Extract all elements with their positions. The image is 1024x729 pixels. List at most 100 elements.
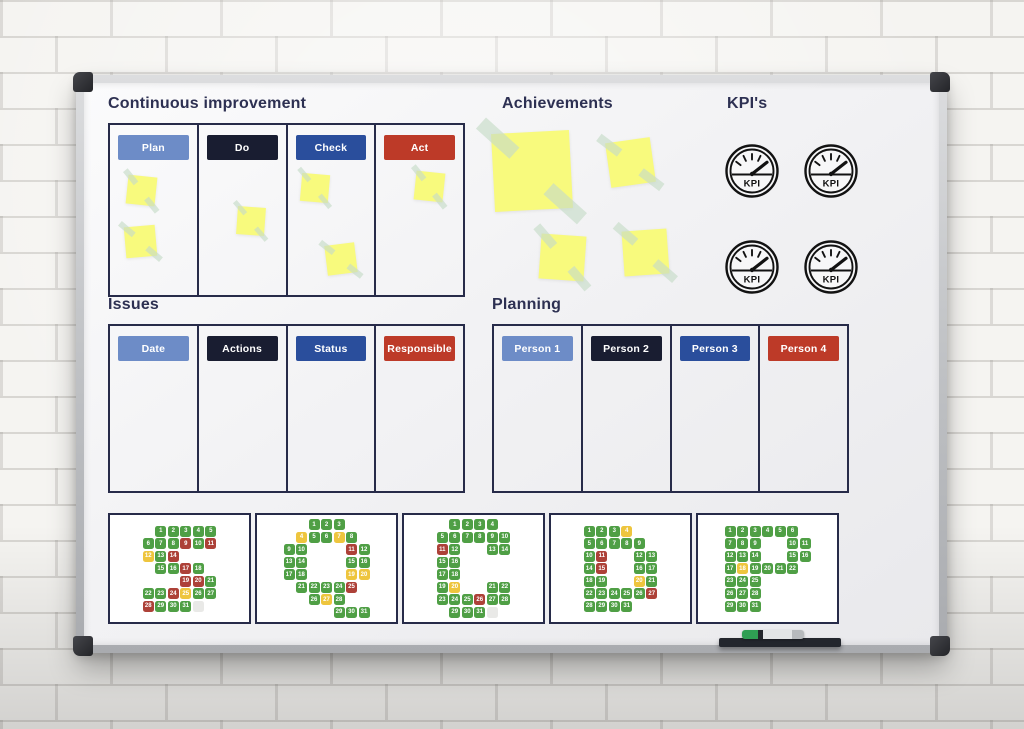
day-cell-22[interactable]: 22 bbox=[787, 563, 798, 574]
day-cell-8[interactable]: 8 bbox=[737, 538, 748, 549]
day-cell-5[interactable]: 5 bbox=[583, 538, 595, 549]
day-cell-25[interactable]: 25 bbox=[180, 588, 192, 599]
day-cell-27[interactable]: 27 bbox=[737, 588, 748, 599]
day-cell-24[interactable]: 24 bbox=[608, 588, 620, 599]
day-cell-11[interactable]: 11 bbox=[205, 538, 217, 549]
day-cell-2[interactable]: 2 bbox=[461, 519, 473, 531]
day-cell-5[interactable]: 5 bbox=[308, 531, 320, 543]
day-cell-20[interactable]: 20 bbox=[358, 569, 370, 581]
day-cell-21[interactable]: 21 bbox=[774, 563, 786, 574]
sticky-note[interactable] bbox=[491, 130, 573, 212]
day-cell-1[interactable]: 1 bbox=[724, 525, 736, 537]
day-cell-3[interactable]: 3 bbox=[180, 525, 192, 537]
day-cell-13[interactable]: 13 bbox=[283, 556, 295, 568]
day-cell-22[interactable]: 22 bbox=[583, 588, 595, 599]
day-cell-28[interactable]: 28 bbox=[142, 600, 154, 612]
day-cell-30[interactable]: 30 bbox=[346, 606, 357, 618]
day-cell-22[interactable]: 22 bbox=[499, 581, 511, 593]
day-cell-6[interactable]: 6 bbox=[321, 531, 332, 543]
day-cell-27[interactable]: 27 bbox=[321, 594, 332, 606]
day-cell-8[interactable]: 8 bbox=[346, 531, 357, 543]
day-cell-14[interactable]: 14 bbox=[749, 550, 761, 562]
day-cell-3[interactable]: 3 bbox=[608, 525, 620, 537]
day-cell-30[interactable]: 30 bbox=[167, 600, 179, 612]
day-cell-4[interactable]: 4 bbox=[486, 519, 498, 531]
day-cell-blank[interactable] bbox=[486, 606, 498, 618]
day-cell-12[interactable]: 12 bbox=[724, 550, 736, 562]
day-cell-1[interactable]: 1 bbox=[449, 519, 461, 531]
day-cell-31[interactable]: 31 bbox=[621, 600, 633, 612]
day-cell-15[interactable]: 15 bbox=[436, 556, 448, 568]
day-cell-17[interactable]: 17 bbox=[436, 569, 448, 581]
sticky-note[interactable] bbox=[299, 172, 331, 204]
day-cell-8[interactable]: 8 bbox=[474, 531, 486, 543]
day-cell-7[interactable]: 7 bbox=[608, 538, 620, 549]
day-cell-22[interactable]: 22 bbox=[142, 588, 154, 599]
day-cell-10[interactable]: 10 bbox=[787, 538, 798, 549]
day-cell-12[interactable]: 12 bbox=[142, 550, 154, 562]
day-cell-23[interactable]: 23 bbox=[596, 588, 608, 599]
day-cell-10[interactable]: 10 bbox=[499, 531, 511, 543]
day-cell-10[interactable]: 10 bbox=[583, 550, 595, 562]
day-cell-26[interactable]: 26 bbox=[308, 594, 320, 606]
day-cell-2[interactable]: 2 bbox=[737, 525, 748, 537]
day-cell-15[interactable]: 15 bbox=[346, 556, 357, 568]
day-cell-16[interactable]: 16 bbox=[358, 556, 370, 568]
day-cell-18[interactable]: 18 bbox=[296, 569, 307, 581]
day-cell-5[interactable]: 5 bbox=[205, 525, 217, 537]
day-cell-8[interactable]: 8 bbox=[167, 538, 179, 549]
day-cell-31[interactable]: 31 bbox=[180, 600, 192, 612]
day-cell-blank[interactable] bbox=[192, 600, 204, 612]
day-cell-23[interactable]: 23 bbox=[155, 588, 167, 599]
day-cell-12[interactable]: 12 bbox=[358, 544, 370, 556]
day-cell-27[interactable]: 27 bbox=[486, 594, 498, 606]
day-cell-7[interactable]: 7 bbox=[333, 531, 345, 543]
day-cell-28[interactable]: 28 bbox=[583, 600, 595, 612]
day-cell-27[interactable]: 27 bbox=[205, 588, 217, 599]
day-cell-10[interactable]: 10 bbox=[192, 538, 204, 549]
day-cell-16[interactable]: 16 bbox=[633, 563, 645, 574]
day-cell-17[interactable]: 17 bbox=[180, 563, 192, 574]
day-cell-16[interactable]: 16 bbox=[799, 550, 811, 562]
day-cell-9[interactable]: 9 bbox=[180, 538, 192, 549]
day-cell-11[interactable]: 11 bbox=[436, 544, 448, 556]
day-cell-1[interactable]: 1 bbox=[583, 525, 595, 537]
day-cell-12[interactable]: 12 bbox=[633, 550, 645, 562]
day-cell-17[interactable]: 17 bbox=[283, 569, 295, 581]
day-cell-12[interactable]: 12 bbox=[449, 544, 461, 556]
day-cell-13[interactable]: 13 bbox=[737, 550, 748, 562]
day-cell-8[interactable]: 8 bbox=[621, 538, 633, 549]
day-cell-24[interactable]: 24 bbox=[333, 581, 345, 593]
day-cell-6[interactable]: 6 bbox=[596, 538, 608, 549]
sticky-note[interactable] bbox=[123, 224, 158, 259]
day-cell-1[interactable]: 1 bbox=[155, 525, 167, 537]
day-cell-4[interactable]: 4 bbox=[192, 525, 204, 537]
day-cell-2[interactable]: 2 bbox=[596, 525, 608, 537]
whiteboard-marker[interactable] bbox=[742, 630, 804, 639]
day-cell-25[interactable]: 25 bbox=[461, 594, 473, 606]
day-cell-31[interactable]: 31 bbox=[749, 600, 761, 612]
day-cell-26[interactable]: 26 bbox=[724, 588, 736, 599]
day-cell-1[interactable]: 1 bbox=[308, 519, 320, 531]
day-cell-28[interactable]: 28 bbox=[499, 594, 511, 606]
day-cell-15[interactable]: 15 bbox=[155, 563, 167, 574]
day-cell-14[interactable]: 14 bbox=[583, 563, 595, 574]
day-cell-19[interactable]: 19 bbox=[749, 563, 761, 574]
day-cell-29[interactable]: 29 bbox=[333, 606, 345, 618]
day-cell-23[interactable]: 23 bbox=[724, 575, 736, 587]
day-cell-28[interactable]: 28 bbox=[749, 588, 761, 599]
day-cell-18[interactable]: 18 bbox=[583, 575, 595, 587]
day-cell-21[interactable]: 21 bbox=[205, 575, 217, 587]
day-cell-24[interactable]: 24 bbox=[167, 588, 179, 599]
day-cell-3[interactable]: 3 bbox=[333, 519, 345, 531]
day-cell-20[interactable]: 20 bbox=[633, 575, 645, 587]
day-cell-11[interactable]: 11 bbox=[346, 544, 357, 556]
day-cell-4[interactable]: 4 bbox=[296, 531, 307, 543]
day-cell-19[interactable]: 19 bbox=[180, 575, 192, 587]
day-cell-29[interactable]: 29 bbox=[724, 600, 736, 612]
day-cell-17[interactable]: 17 bbox=[724, 563, 736, 574]
day-cell-25[interactable]: 25 bbox=[621, 588, 633, 599]
day-cell-6[interactable]: 6 bbox=[449, 531, 461, 543]
day-cell-4[interactable]: 4 bbox=[762, 525, 773, 537]
day-cell-21[interactable]: 21 bbox=[646, 575, 658, 587]
